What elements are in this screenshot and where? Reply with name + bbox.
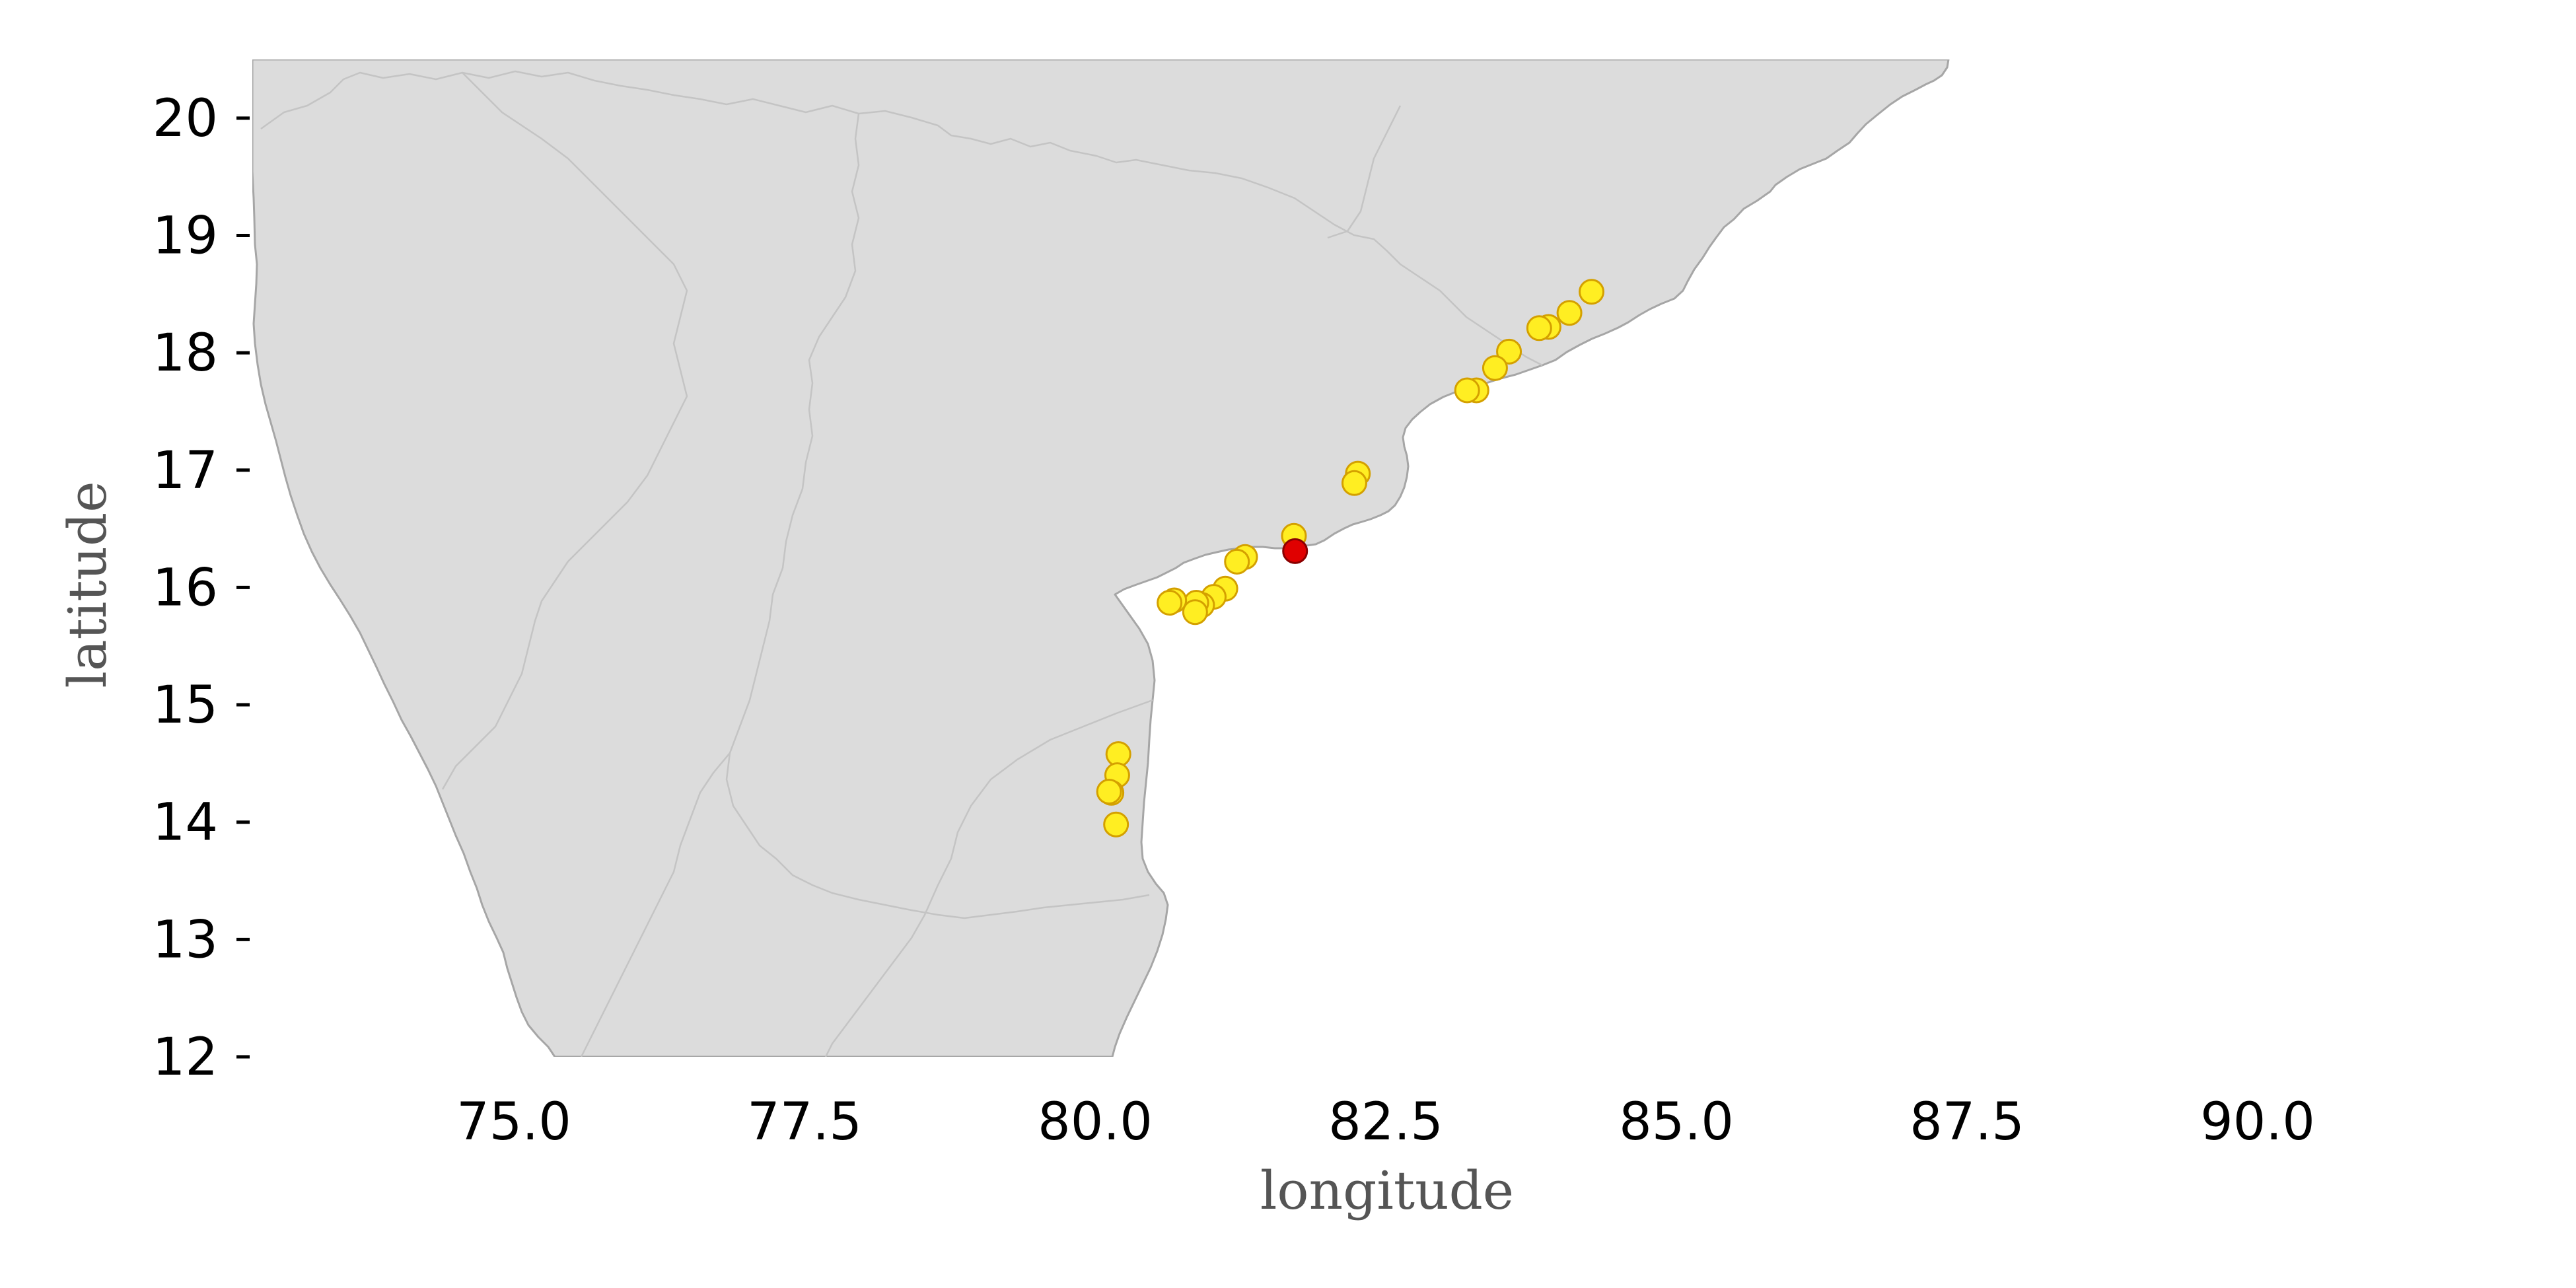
y-tick-label: 15 bbox=[153, 676, 218, 735]
site-marker[interactable] bbox=[1341, 470, 1367, 496]
y-tick-label: 20 bbox=[153, 89, 218, 149]
site-marker[interactable] bbox=[1526, 315, 1552, 341]
y-axis: latitude bbox=[57, 481, 118, 688]
x-tick-label: 75.0 bbox=[456, 1092, 571, 1152]
y-tick-label: 19 bbox=[153, 206, 218, 266]
land-mass bbox=[252, 59, 1950, 1057]
y-tick-label: 13 bbox=[153, 910, 218, 970]
highlighted-site-marker[interactable] bbox=[1282, 538, 1308, 564]
state-border-south bbox=[580, 752, 731, 1057]
y-tick-label: 18 bbox=[153, 324, 218, 383]
state-border-east bbox=[824, 699, 1153, 1057]
site-marker[interactable] bbox=[1454, 377, 1480, 404]
state-border-northeast bbox=[1327, 105, 1402, 239]
x-tick-label: 77.5 bbox=[747, 1092, 862, 1152]
x-axis-label: longitude bbox=[1260, 1160, 1514, 1221]
y-tick-label: 14 bbox=[153, 793, 218, 853]
site-marker[interactable] bbox=[1224, 548, 1250, 575]
state-border-north bbox=[260, 70, 1543, 367]
y-tick-label: 17 bbox=[153, 441, 218, 501]
axis-ticks: 75.0 77.5 80.0 82.5 85.0 87.5 90.0 12 13 14 15 16 17… bbox=[153, 89, 2315, 1152]
state-border-central bbox=[725, 113, 1150, 919]
site-marker[interactable] bbox=[1482, 355, 1508, 381]
y-tick-label: 16 bbox=[153, 558, 218, 618]
site-marker[interactable] bbox=[1103, 811, 1129, 838]
state-border-west bbox=[441, 72, 688, 790]
site-marker[interactable] bbox=[1182, 599, 1208, 626]
y-axis-label: latitude bbox=[57, 481, 118, 688]
x-axis: longitude bbox=[1260, 1160, 1514, 1221]
site-markers bbox=[1096, 279, 1605, 838]
site-marker[interactable] bbox=[1579, 279, 1605, 305]
x-tick-label: 85.0 bbox=[1619, 1092, 1734, 1152]
site-marker[interactable] bbox=[1157, 590, 1183, 616]
y-tick-label: 12 bbox=[153, 1028, 218, 1087]
x-tick-label: 90.0 bbox=[2200, 1092, 2315, 1152]
site-marker[interactable] bbox=[1096, 779, 1122, 805]
map-plot-area bbox=[252, 59, 1950, 1057]
site-marker[interactable] bbox=[1556, 300, 1583, 326]
x-tick-label: 80.0 bbox=[1038, 1092, 1153, 1152]
x-tick-label: 82.5 bbox=[1328, 1092, 1443, 1152]
x-tick-label: 87.5 bbox=[1910, 1092, 2024, 1152]
site-marker[interactable] bbox=[1496, 338, 1522, 365]
